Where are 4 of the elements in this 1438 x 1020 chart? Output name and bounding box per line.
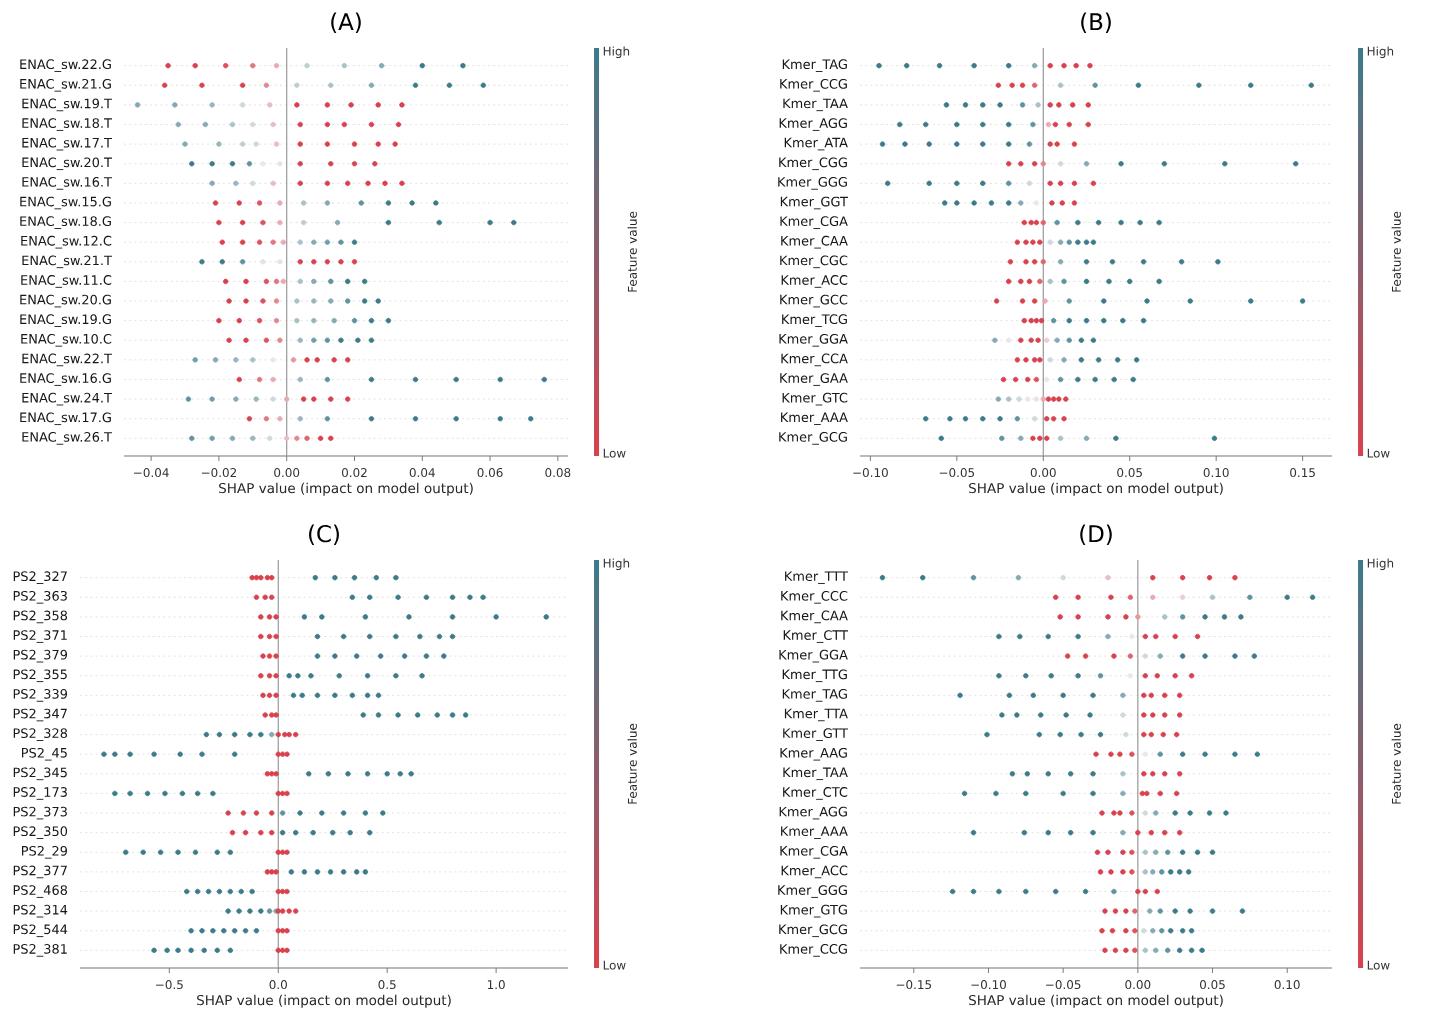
chart-title: (A) (331, 12, 361, 34)
chart-title: (C) (309, 524, 339, 546)
chart-title: (B) (1081, 12, 1111, 34)
chart-title: (D) (1080, 524, 1112, 546)
